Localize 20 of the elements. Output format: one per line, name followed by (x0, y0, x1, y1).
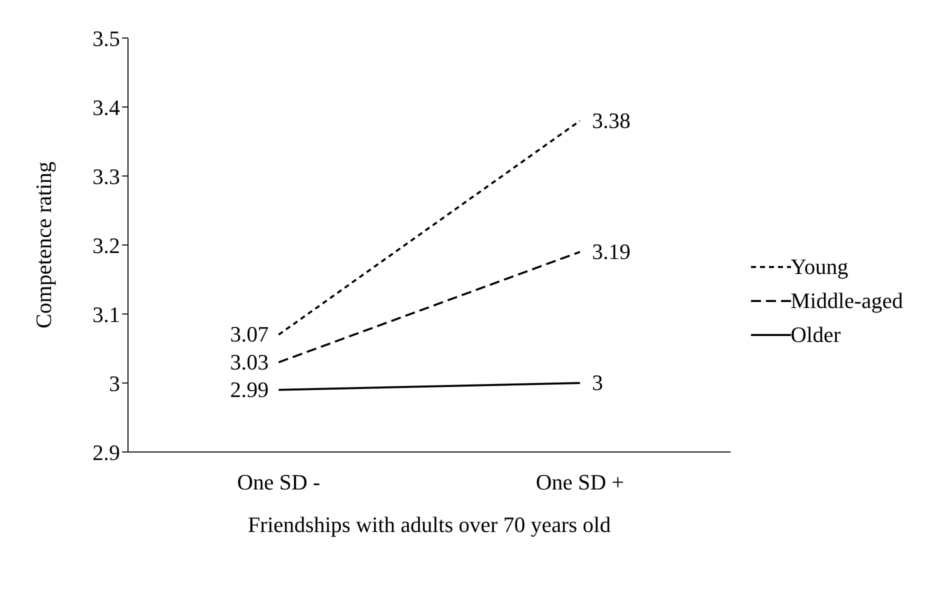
legend-label: Middle-aged (790, 288, 903, 314)
data-label: 3.38 (592, 108, 630, 133)
y-tick-label: 3 (109, 370, 120, 396)
x-tick-label: One SD + (536, 470, 624, 495)
y-axis-title: Competence rating (30, 162, 56, 328)
y-tick-label: 3.4 (92, 94, 120, 120)
y-tick-label: 3.3 (92, 164, 120, 189)
y-tick-label: 3.5 (92, 26, 120, 51)
legend-label: Young (790, 254, 848, 280)
data-label: 3.03 (230, 349, 269, 374)
legend-label: Older (790, 322, 841, 348)
data-label: 3 (592, 370, 603, 395)
y-tick-label: 3.1 (92, 302, 120, 327)
data-label: 3.19 (592, 238, 630, 264)
y-tick-label: 2.9 (92, 440, 120, 465)
y-tick-label: 3.2 (92, 232, 120, 258)
data-label: 3.07 (230, 322, 269, 347)
x-axis-title: Friendships with adults over 70 years old (248, 512, 611, 537)
data-label: 2.99 (230, 376, 269, 402)
x-tick-label: One SD - (237, 470, 320, 495)
